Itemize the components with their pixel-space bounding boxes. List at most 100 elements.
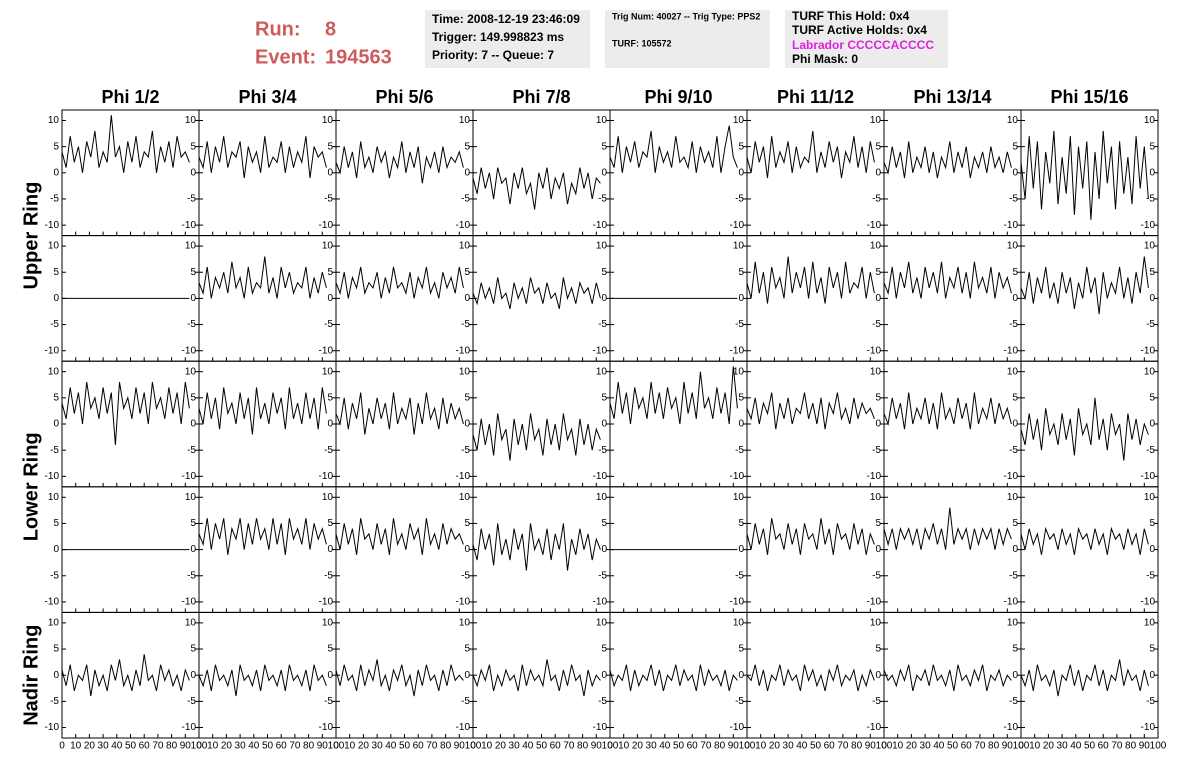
y-tick-label: 5 [1149, 518, 1155, 529]
y-tick-label: 10 [1144, 241, 1156, 252]
y-tick-label: -5 [1009, 445, 1018, 456]
y-tick-label: -5 [50, 319, 59, 330]
y-tick-label: 0 [1012, 293, 1018, 304]
y-tick-label: 5 [327, 141, 333, 152]
x-tick-label: 20 [632, 741, 644, 752]
y-tick-label: -10 [1004, 345, 1019, 356]
waveform [61, 382, 190, 445]
x-tick-label: 10 [755, 741, 767, 752]
y-tick-label: -5 [461, 570, 470, 581]
x-tick-label: 70 [289, 741, 301, 752]
y-tick-label: -10 [45, 597, 60, 608]
y-tick-label: 5 [190, 644, 196, 655]
y-tick-label: 0 [601, 167, 607, 178]
waveform [883, 261, 1012, 299]
y-tick-label: -10 [319, 597, 334, 608]
y-tick-label: 10 [733, 492, 745, 503]
x-tick-label: 10 [344, 741, 356, 752]
x-tick-label: 60 [413, 741, 425, 752]
y-tick-label: 10 [596, 115, 608, 126]
x-tick-label: 80 [1125, 741, 1137, 752]
y-tick-label: -10 [1004, 597, 1019, 608]
y-tick-label: 0 [1149, 544, 1155, 555]
waveform [1020, 130, 1149, 220]
y-tick-label: -10 [319, 345, 334, 356]
column-title: Phi 13/14 [913, 87, 991, 107]
waveform [198, 518, 327, 555]
y-tick-label: -5 [872, 570, 881, 581]
y-tick-label: 0 [601, 544, 607, 555]
y-tick-label: 0 [875, 419, 881, 430]
waveform [1020, 397, 1149, 461]
x-tick-label: 20 [495, 741, 507, 752]
x-tick-label: 20 [84, 741, 96, 752]
x-tick-label: 40 [1070, 741, 1082, 752]
x-tick-label: 90 [728, 741, 740, 752]
y-tick-label: -10 [1004, 471, 1019, 482]
y-tick-label: -5 [187, 570, 196, 581]
y-tick-label: 0 [1149, 419, 1155, 430]
y-tick-label: -5 [872, 445, 881, 456]
y-tick-label: -10 [182, 597, 197, 608]
x-tick-label: 20 [358, 741, 370, 752]
y-tick-label: 0 [327, 670, 333, 681]
x-tick-label: 30 [235, 741, 247, 752]
y-tick-label: 10 [459, 366, 471, 377]
y-tick-label: 10 [322, 115, 334, 126]
y-tick-label: 0 [190, 293, 196, 304]
y-tick-label: -5 [872, 696, 881, 707]
y-tick-label: -10 [319, 220, 334, 231]
y-tick-label: -5 [461, 319, 470, 330]
y-tick-label: -10 [319, 722, 334, 733]
y-tick-label: -5 [735, 696, 744, 707]
y-tick-label: -5 [872, 194, 881, 205]
waveform [472, 277, 601, 310]
waveform [883, 507, 1012, 550]
y-tick-label: 0 [464, 293, 470, 304]
y-tick-label: -10 [456, 345, 471, 356]
column-title: Phi 3/4 [238, 87, 296, 107]
y-tick-label: 0 [875, 167, 881, 178]
y-tick-label: 0 [190, 670, 196, 681]
x-tick-label: 60 [550, 741, 562, 752]
x-tick-label: 70 [837, 741, 849, 752]
waveform [472, 659, 601, 697]
y-tick-label: -10 [456, 722, 471, 733]
waveform [883, 664, 1012, 692]
y-tick-label: 0 [53, 670, 59, 681]
x-tick-label: 60 [824, 741, 836, 752]
y-tick-label: 0 [738, 670, 744, 681]
y-tick-label: 5 [464, 518, 470, 529]
x-tick-label: 10 [1029, 741, 1041, 752]
y-tick-label: 0 [327, 293, 333, 304]
x-tick-label: 100 [465, 741, 482, 752]
waveform [746, 130, 875, 179]
x-tick-label: 40 [933, 741, 945, 752]
y-tick-label: -10 [730, 722, 745, 733]
y-tick-label: 10 [185, 618, 197, 629]
y-tick-label: 10 [596, 492, 608, 503]
y-tick-label: 5 [53, 267, 59, 278]
y-tick-label: 10 [870, 618, 882, 629]
y-tick-label: 5 [875, 267, 881, 278]
y-tick-label: 5 [1012, 267, 1018, 278]
x-tick-label: 80 [166, 741, 178, 752]
x-tick-label: 60 [139, 741, 151, 752]
y-tick-label: 0 [1149, 293, 1155, 304]
y-tick-label: 10 [185, 492, 197, 503]
info-box [605, 10, 770, 68]
y-tick-label: -5 [1009, 194, 1018, 205]
y-tick-label: 0 [875, 293, 881, 304]
y-tick-label: -10 [456, 597, 471, 608]
x-tick-label: 90 [317, 741, 329, 752]
y-tick-label: 10 [1144, 115, 1156, 126]
y-tick-label: 10 [1007, 366, 1019, 377]
waveform [883, 141, 1012, 179]
y-tick-label: 5 [327, 392, 333, 403]
y-tick-label: 10 [596, 618, 608, 629]
x-tick-label: 20 [906, 741, 918, 752]
waveform [198, 256, 327, 299]
x-tick-label: 10 [892, 741, 904, 752]
column-title: Phi 11/12 [777, 87, 854, 107]
x-tick-label: 0 [744, 741, 750, 752]
